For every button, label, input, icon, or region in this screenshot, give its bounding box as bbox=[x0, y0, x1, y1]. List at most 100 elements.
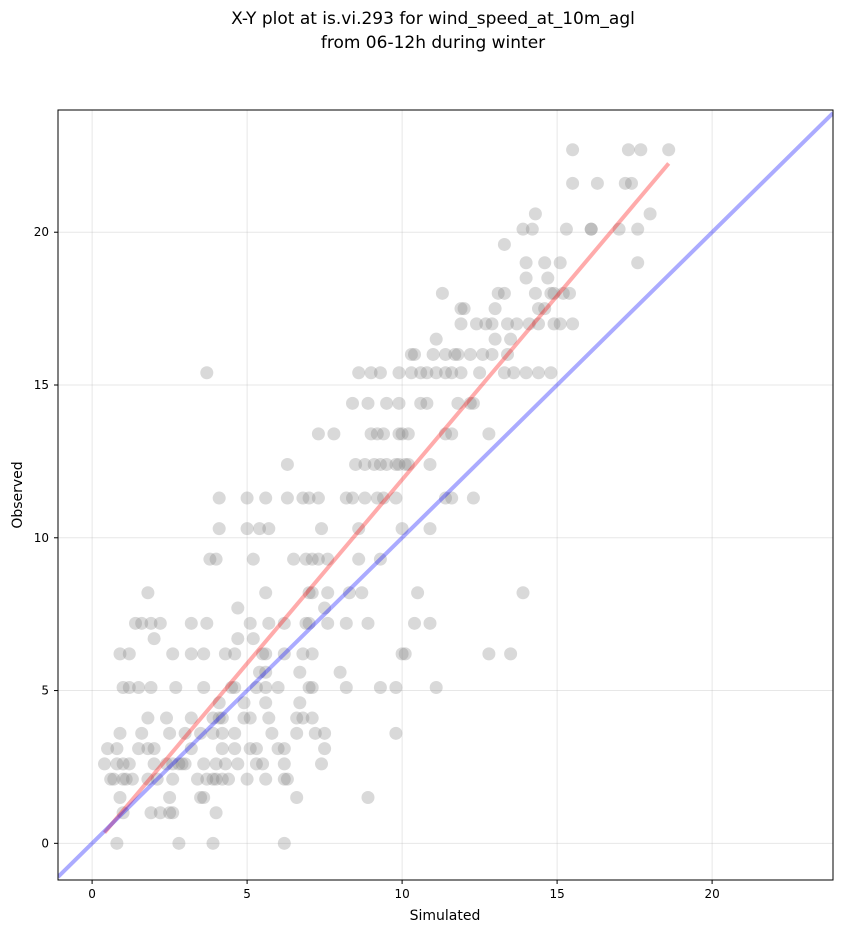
data-point bbox=[122, 647, 136, 661]
data-point bbox=[525, 222, 539, 236]
data-point bbox=[194, 726, 208, 740]
data-point bbox=[333, 665, 347, 679]
data-point bbox=[485, 317, 499, 331]
data-point bbox=[501, 317, 514, 331]
data-point bbox=[352, 366, 366, 380]
data-point bbox=[311, 427, 325, 441]
x-tick-label: 5 bbox=[243, 887, 251, 901]
data-point bbox=[293, 665, 307, 679]
data-point bbox=[401, 457, 415, 471]
data-point bbox=[125, 772, 139, 786]
data-point bbox=[346, 491, 359, 505]
data-point bbox=[184, 616, 198, 630]
data-point bbox=[184, 647, 198, 661]
data-point bbox=[212, 522, 226, 536]
data-point bbox=[113, 791, 127, 804]
data-point bbox=[361, 396, 375, 410]
data-point bbox=[318, 726, 332, 740]
data-point bbox=[290, 791, 304, 804]
data-point bbox=[349, 457, 363, 471]
data-point bbox=[380, 457, 394, 471]
data-point bbox=[107, 772, 121, 786]
data-point bbox=[466, 396, 480, 410]
data-point bbox=[435, 286, 449, 300]
data-point bbox=[395, 647, 409, 661]
data-point bbox=[228, 647, 242, 661]
data-point bbox=[113, 647, 127, 661]
data-point bbox=[147, 742, 161, 756]
data-point bbox=[315, 522, 328, 536]
data-point bbox=[256, 757, 270, 771]
data-point bbox=[414, 366, 428, 380]
data-point bbox=[445, 366, 459, 380]
data-point bbox=[200, 366, 214, 380]
data-point bbox=[175, 757, 189, 771]
data-point bbox=[305, 711, 319, 725]
data-point bbox=[305, 681, 319, 694]
data-point bbox=[160, 711, 173, 725]
data-point bbox=[482, 647, 496, 661]
data-point bbox=[265, 726, 279, 740]
data-point bbox=[141, 772, 155, 786]
data-point bbox=[380, 396, 394, 410]
data-point bbox=[262, 616, 276, 630]
data-point bbox=[240, 772, 254, 786]
data-point bbox=[259, 665, 273, 679]
data-point bbox=[404, 366, 418, 380]
data-point bbox=[507, 366, 521, 380]
data-point bbox=[197, 647, 211, 661]
data-point bbox=[439, 347, 452, 361]
data-point bbox=[132, 681, 146, 694]
y-tick-label: 15 bbox=[34, 378, 49, 392]
data-point bbox=[110, 757, 124, 771]
data-point bbox=[327, 427, 341, 441]
plot-frame bbox=[57, 109, 834, 881]
data-point bbox=[339, 616, 353, 630]
data-point bbox=[364, 427, 378, 441]
data-point bbox=[389, 726, 403, 740]
data-point bbox=[476, 347, 490, 361]
data-point bbox=[147, 757, 161, 771]
data-point bbox=[482, 427, 496, 441]
data-point bbox=[215, 772, 229, 786]
data-point bbox=[584, 222, 598, 236]
data-point bbox=[249, 757, 263, 771]
data-point bbox=[373, 552, 387, 566]
data-point bbox=[209, 757, 223, 771]
data-point bbox=[206, 836, 220, 850]
data-point bbox=[429, 366, 443, 380]
data-point bbox=[321, 586, 335, 600]
data-point bbox=[184, 742, 198, 756]
data-point bbox=[209, 552, 223, 566]
data-point bbox=[166, 757, 180, 771]
data-point bbox=[420, 366, 434, 380]
data-point bbox=[215, 711, 229, 725]
data-point bbox=[532, 302, 545, 316]
data-point bbox=[231, 757, 245, 771]
data-point bbox=[280, 491, 294, 505]
data-point bbox=[420, 396, 434, 410]
data-point bbox=[122, 757, 136, 771]
data-point bbox=[296, 491, 310, 505]
data-point bbox=[519, 271, 533, 285]
data-point bbox=[166, 647, 180, 661]
data-point bbox=[212, 696, 226, 710]
data-point bbox=[178, 757, 192, 771]
data-point bbox=[243, 742, 257, 756]
data-point bbox=[218, 757, 232, 771]
data-point bbox=[488, 302, 502, 316]
data-point bbox=[346, 396, 359, 410]
data-point bbox=[169, 681, 183, 694]
data-point bbox=[163, 726, 177, 740]
y-tick-label: 10 bbox=[34, 531, 49, 545]
data-point bbox=[302, 586, 316, 600]
data-point bbox=[553, 256, 567, 270]
data-point bbox=[470, 317, 483, 331]
data-point bbox=[408, 347, 421, 361]
data-point bbox=[277, 772, 291, 786]
y-axis-label: Observed bbox=[10, 461, 26, 528]
data-point bbox=[277, 616, 291, 630]
data-point bbox=[246, 552, 260, 566]
data-point bbox=[305, 586, 319, 600]
data-point bbox=[206, 726, 220, 740]
